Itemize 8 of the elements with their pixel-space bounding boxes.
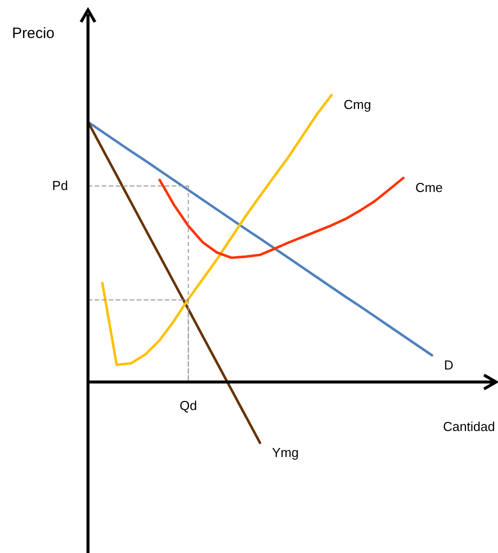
- series-label: Cmg: [344, 97, 372, 112]
- text: Pd: [52, 178, 68, 193]
- series-label: Ymg: [272, 444, 299, 460]
- x-axis-title: Cantidad: [442, 419, 495, 434]
- series-label: D: [444, 357, 454, 372]
- y-axis-title: Precio: [12, 25, 55, 42]
- series-label: Cme: [415, 180, 443, 195]
- annotation: Qd: [180, 398, 198, 413]
